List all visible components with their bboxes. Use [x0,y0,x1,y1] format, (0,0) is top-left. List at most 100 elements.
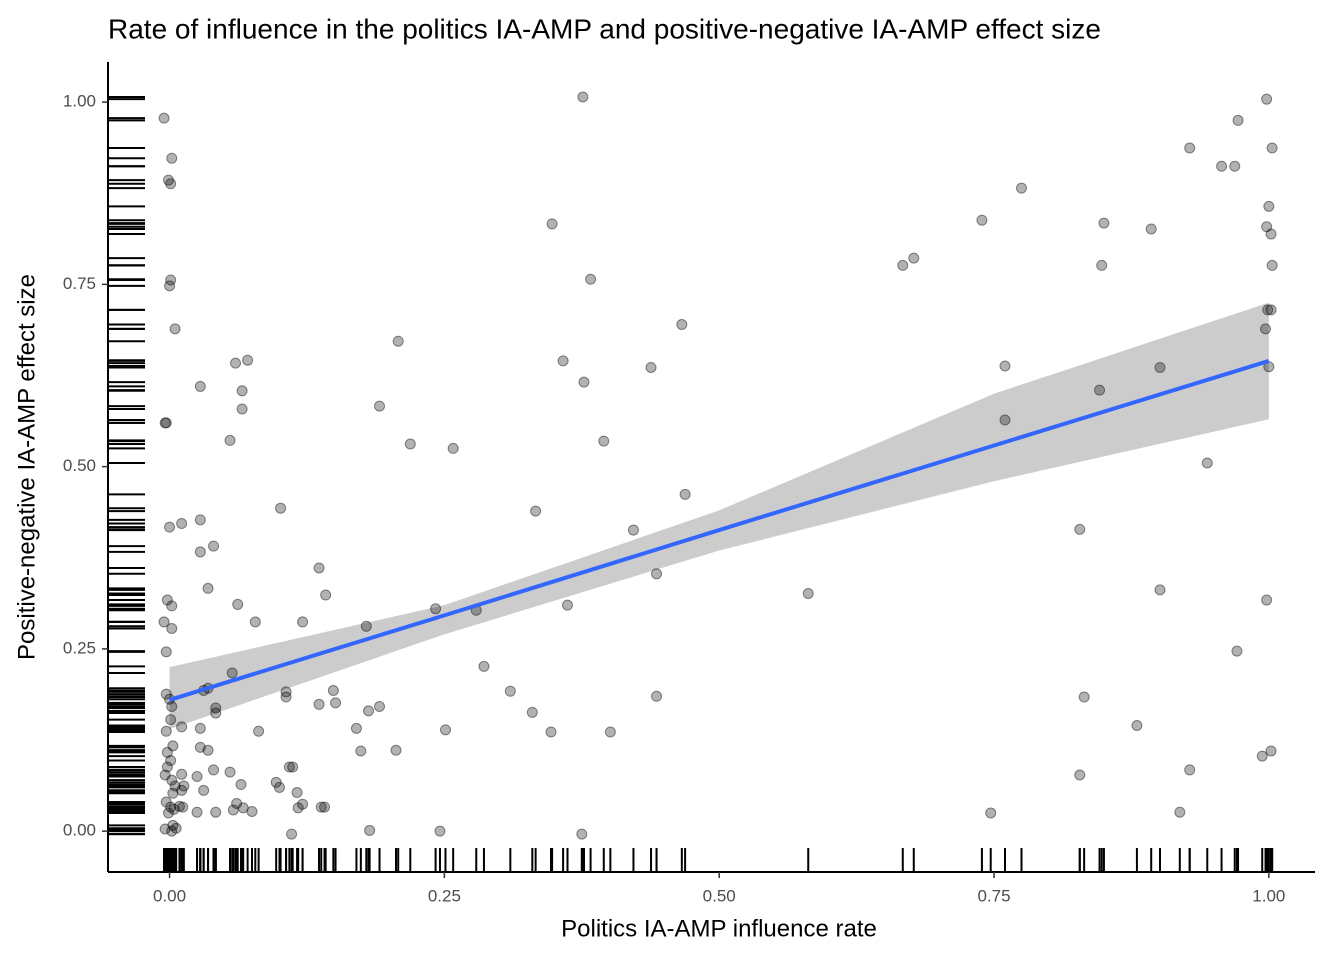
point [275,502,287,514]
point [166,701,178,713]
point [280,691,292,703]
point [194,514,206,526]
point [313,698,325,710]
point [159,823,171,835]
point [1261,221,1273,233]
point [604,726,616,738]
x-tick-label: 0.00 [153,886,186,905]
point [237,802,249,814]
point [908,252,920,264]
point [363,705,375,717]
x-tick-label: 0.75 [977,886,1010,905]
point [350,722,362,734]
point [897,259,909,271]
point [1216,160,1228,172]
y-tick-label: 0.00 [63,821,96,840]
point [164,521,176,533]
point [360,620,372,632]
point [158,112,170,124]
point [1154,584,1166,596]
point [246,805,258,817]
point [577,91,589,103]
point [158,616,170,628]
point [1098,217,1110,229]
point [1263,200,1275,212]
point [231,797,243,809]
point [1094,384,1106,396]
point [530,505,542,517]
point [313,562,325,574]
point [430,603,442,615]
point [374,400,386,412]
point [253,725,265,737]
point [1231,645,1243,657]
point [224,434,236,446]
point [286,828,298,840]
point [292,802,304,814]
point [404,438,416,450]
point [176,784,188,796]
point [194,380,206,392]
point [1074,523,1086,535]
x-tick-label: 1.00 [1252,886,1285,905]
point [210,702,222,714]
point [242,354,254,366]
y-tick-label: 0.25 [63,638,96,657]
point [1265,304,1277,316]
point [545,726,557,738]
point [627,524,639,536]
point [645,361,657,373]
point [164,280,176,292]
point [160,796,172,808]
point [1096,259,1108,271]
point [676,318,688,330]
point [236,403,248,415]
point [1232,114,1244,126]
point [210,806,222,818]
point [202,582,214,594]
point [232,598,244,610]
point [504,685,516,697]
point [166,622,178,634]
point [1261,594,1273,606]
point [176,721,188,733]
point [976,214,988,226]
point [315,801,327,813]
point [166,152,178,164]
point [291,787,303,799]
point [1266,259,1278,271]
point [585,273,597,285]
point [170,822,182,834]
point [330,697,342,709]
point [999,360,1011,372]
point [651,568,663,580]
y-tick-label: 0.50 [63,456,96,475]
x-axis-title: Politics IA-AMP influence rate [561,915,877,942]
point [169,323,181,335]
point [319,801,331,813]
point [194,546,206,558]
point [280,686,292,698]
point [198,784,210,796]
point [178,780,190,792]
point [1229,160,1241,172]
point [802,587,814,599]
point [160,417,172,429]
point [227,804,239,816]
x-tick-label: 0.50 [703,886,736,905]
point [434,825,446,837]
point [235,779,247,791]
point [162,174,174,186]
point [159,417,171,429]
point [166,600,178,612]
point [173,800,185,812]
point [165,754,177,766]
point [297,798,309,810]
point [160,646,172,658]
point [159,769,171,781]
point [1078,691,1090,703]
point [177,801,189,813]
fit-line [168,359,1270,702]
point [191,806,203,818]
